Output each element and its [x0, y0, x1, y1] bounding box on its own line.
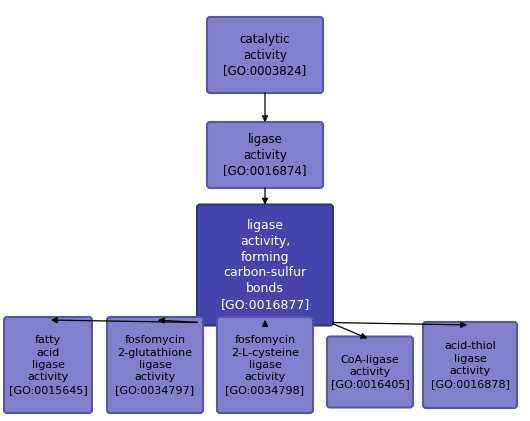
Text: fatty
acid
ligase
activity
[GO:0015645]: fatty acid ligase activity [GO:0015645] [8, 335, 87, 395]
Text: acid-thiol
ligase
activity
[GO:0016878]: acid-thiol ligase activity [GO:0016878] [430, 341, 509, 389]
FancyBboxPatch shape [207, 122, 323, 188]
Text: fosfomycin
2-L-cysteine
ligase
activity
[GO:0034798]: fosfomycin 2-L-cysteine ligase activity … [225, 335, 305, 395]
FancyBboxPatch shape [197, 205, 333, 325]
Text: CoA-ligase
activity
[GO:0016405]: CoA-ligase activity [GO:0016405] [331, 354, 409, 389]
FancyBboxPatch shape [4, 317, 92, 413]
FancyBboxPatch shape [423, 322, 517, 408]
FancyBboxPatch shape [217, 317, 313, 413]
FancyBboxPatch shape [327, 336, 413, 408]
Text: ligase
activity,
forming
carbon-sulfur
bonds
[GO:0016877]: ligase activity, forming carbon-sulfur b… [220, 218, 310, 312]
FancyBboxPatch shape [207, 17, 323, 93]
Text: catalytic
activity
[GO:0003824]: catalytic activity [GO:0003824] [223, 32, 307, 77]
Text: fosfomycin
2-glutathione
ligase
activity
[GO:0034797]: fosfomycin 2-glutathione ligase activity… [116, 335, 195, 395]
Text: ligase
activity
[GO:0016874]: ligase activity [GO:0016874] [223, 133, 307, 178]
FancyBboxPatch shape [107, 317, 203, 413]
